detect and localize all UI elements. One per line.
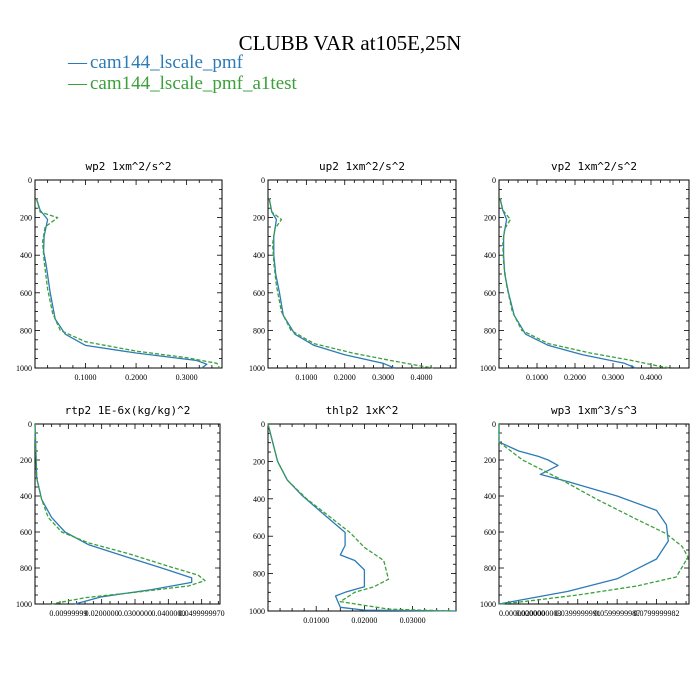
y-tick-label: 800 — [20, 564, 32, 573]
y-tick-label: 400 — [253, 251, 265, 260]
x-tick-label: 0.02000 — [351, 616, 377, 625]
y-tick-label: 200 — [20, 214, 32, 223]
series-line-2 — [499, 198, 671, 369]
series-line-2 — [35, 198, 221, 369]
x-tick-label: 0.0399999991 — [555, 609, 601, 618]
chart-panel-6: wp3 1xm^3/s^3 0 200 400 600 800 10000.00000000… — [480, 404, 690, 618]
y-tick-label: 200 — [253, 214, 265, 223]
chart-panel-5: thlp2 1xK^2 0 200 400 600 800 1000 0.01000 0.020… — [249, 404, 457, 625]
y-tick-label: 0 — [28, 176, 32, 185]
chart-panels: wp2 1xm^2/s^2 0 200 400 600 800 1000 0.1000 0.20… — [16, 160, 690, 625]
x-tick-label: 0.0799999982 — [634, 609, 680, 618]
legend-label-1: cam144_lscale_pmf — [90, 52, 244, 73]
legend-label-2: cam144_lscale_pmf_a1test — [90, 73, 298, 94]
series-line-1 — [35, 198, 208, 369]
x-tick-label: 0.3000 — [602, 373, 624, 382]
x-tick-label: 0.4000 — [410, 373, 432, 382]
y-tick-label: 400 — [484, 492, 496, 501]
legend-entry-2: — cam144_lscale_pmf_a1test — [67, 73, 298, 94]
y-tick-label: 200 — [484, 214, 496, 223]
panel-title: up2 1xm^2/s^2 — [319, 160, 405, 173]
y-tick-label: 0 — [261, 176, 265, 185]
x-tick-label: 0.0599999987 — [594, 609, 640, 618]
y-tick-label: 600 — [484, 528, 496, 537]
y-tick-label: 200 — [253, 457, 265, 466]
legend-dash-2: — — [67, 73, 88, 94]
series-line-1 — [498, 424, 669, 605]
x-tick-label: 0.3000 — [372, 373, 394, 382]
y-tick-label: 600 — [20, 528, 32, 537]
y-tick-label: 1000 — [249, 607, 265, 616]
y-tick-label: 0 — [492, 176, 496, 185]
panel-title: vp2 1xm^2/s^2 — [551, 160, 637, 173]
chart-panel-4: rtp2 1E-6x(kg/kg)^2 0 200 400 600 800 1000 0.00… — [16, 404, 225, 618]
x-tick-label: 0.3000 — [176, 373, 198, 382]
y-tick-label: 600 — [253, 532, 265, 541]
x-tick-label: 0.0499999970 — [179, 609, 225, 618]
y-tick-label: 600 — [253, 289, 265, 298]
y-tick-label: 800 — [253, 570, 265, 579]
series-line-2 — [34, 423, 206, 605]
series-line-1 — [267, 423, 457, 612]
y-tick-label: 600 — [20, 289, 32, 298]
panel-title: rtp2 1E-6x(kg/kg)^2 — [65, 404, 191, 417]
y-tick-label: 800 — [484, 564, 496, 573]
x-tick-label: 0.2000 — [334, 373, 356, 382]
chart-panel-2: up2 1xm^2/s^2 0 200 400 600 800 1000 0.1000 0.20… — [249, 160, 457, 382]
x-tick-label: 0.1000 — [295, 373, 317, 382]
series-line-1 — [268, 198, 395, 369]
chart-panel-3: vp2 1xm^2/s^2 0 200 400 600 800 1000 0.1000 0.20… — [480, 160, 690, 382]
x-tick-label: 0.0000000000 — [499, 609, 545, 618]
x-tick-label: 0.00999999 — [49, 609, 87, 618]
panel-title: wp3 1xm^3/s^3 — [551, 404, 637, 417]
series-line-2 — [267, 423, 452, 612]
y-tick-label: 200 — [484, 456, 496, 465]
x-tick-label: 0.0200000003 — [515, 609, 561, 618]
y-tick-label: 400 — [253, 495, 265, 504]
legend-dash-1: — — [67, 52, 88, 73]
y-tick-label: 1000 — [480, 364, 496, 373]
y-tick-label: 0 — [261, 420, 265, 429]
y-tick-label: 200 — [20, 456, 32, 465]
y-tick-label: 1000 — [249, 364, 265, 373]
panel-title: wp2 1xm^2/s^2 — [85, 160, 171, 173]
x-tick-label: 0.4000 — [640, 373, 662, 382]
legend: — cam144_lscale_pmf — cam144_lscale_pmf_… — [67, 52, 298, 94]
legend-entry-1: — cam144_lscale_pmf — [67, 52, 244, 73]
y-tick-label: 0 — [492, 420, 496, 429]
y-tick-label: 1000 — [16, 364, 32, 373]
figure-title: CLUBB VAR at105E,25N — [239, 31, 462, 55]
y-tick-label: 800 — [253, 326, 265, 335]
y-tick-label: 1000 — [480, 600, 496, 609]
series-line-2 — [268, 198, 434, 369]
x-tick-label: 0.1000 — [526, 373, 548, 382]
y-tick-label: 400 — [20, 251, 32, 260]
x-tick-label: 0.01000 — [303, 616, 329, 625]
y-tick-label: 400 — [20, 492, 32, 501]
chart-panel-1: wp2 1xm^2/s^2 0 200 400 600 800 1000 0.1000 0.20… — [16, 160, 223, 382]
x-tick-label: 0.0200000 — [85, 609, 119, 618]
x-tick-label: 0.2000 — [564, 373, 586, 382]
series-line-2 — [498, 424, 689, 605]
panel-title: thlp2 1xK^2 — [326, 404, 399, 417]
x-tick-label: 0.0400000 — [151, 609, 185, 618]
x-tick-label: 0.1000 — [75, 373, 97, 382]
y-tick-label: 400 — [484, 251, 496, 260]
y-tick-label: 800 — [484, 326, 496, 335]
y-tick-label: 800 — [20, 326, 32, 335]
y-tick-label: 600 — [484, 289, 496, 298]
y-tick-label: 1000 — [16, 600, 32, 609]
series-line-1 — [34, 423, 193, 605]
x-tick-label: 0.2000 — [125, 373, 147, 382]
x-tick-label: 0.03000 — [400, 616, 426, 625]
x-tick-label: 0.0300000 — [118, 609, 152, 618]
y-tick-label: 0 — [28, 420, 32, 429]
